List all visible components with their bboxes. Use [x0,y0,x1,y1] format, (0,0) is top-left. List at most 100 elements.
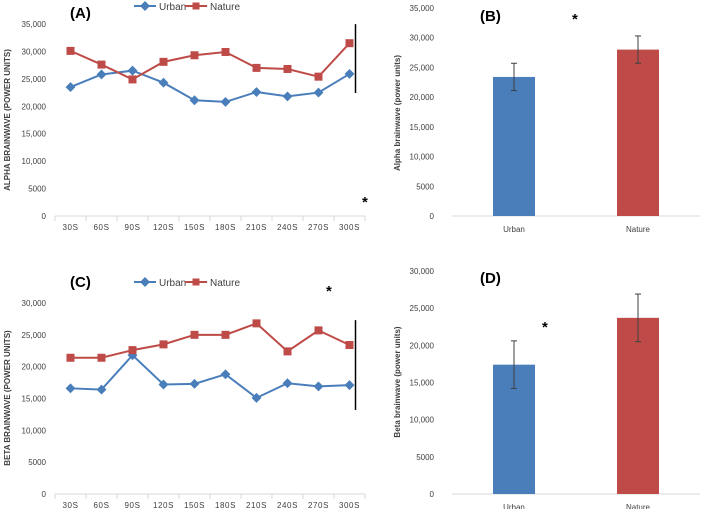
x-tick-label: 210S [246,223,267,232]
data-point-nature [97,353,106,362]
data-point-nature [283,347,292,356]
y-tick-label: 10,000 [410,416,435,425]
y-tick-label: 5000 [416,182,434,191]
panel-a-y-axis-title: ALPHA BRAINWAVE (POWER UNITS) [3,49,12,191]
panel-c-line-chart: (C) Urban Nature BETA BRAINWAVE (POWER U… [3,274,366,509]
data-point-nature [221,330,230,339]
data-point-urban [189,378,200,389]
data-point-urban [96,69,107,80]
y-tick-label: 35,000 [410,4,435,13]
y-tick-label: 20,000 [410,93,435,102]
data-point-nature [190,51,199,60]
x-tick-label: Urban [503,503,525,509]
legend-urban-label: Urban [159,2,186,13]
y-tick-label: 30,000 [410,267,435,276]
y-tick-label: 20,000 [22,363,47,372]
x-tick-label: Nature [626,225,651,234]
data-point-urban [189,95,200,106]
panel-b-y-axis-title: Alpha brainwave (power units) [393,55,402,171]
data-point-nature [314,326,323,335]
data-point-urban [220,96,231,107]
panel-a-series [65,24,357,107]
x-tick-label: 270S [308,501,329,509]
x-tick-label: Urban [503,225,525,234]
y-tick-label: 10,000 [22,426,47,435]
panel-d-bar-chart: (D) Beta brainwave (power units) 0 5000 10… [393,267,700,509]
panel-c-significance-star: * [326,283,332,300]
panel-c-x-axis: 30S 60S 90S 120S 150S 180S 210S 240S 270S 300S [54,493,366,509]
x-tick-label: 240S [277,501,298,509]
panel-c-label: (C) [70,274,91,291]
x-tick-label: 60S [93,501,109,509]
y-tick-label: 20,000 [410,341,435,350]
x-tick-label: 90S [124,223,140,232]
legend-nature-square-icon [192,278,200,286]
y-tick-label: 30,000 [410,34,435,43]
data-point-nature [66,46,75,55]
panel-c-y-ticks: 0 5000 10,000 15,000 20,000 25,000 30,000 [22,299,47,499]
series-line-urban [70,69,351,103]
data-point-nature [314,72,323,81]
data-point-nature [252,319,261,328]
panel-d-y-ticks: 0 5000 10,000 15,000 20,000 25,000 30,000 [410,267,435,499]
data-point-urban [313,381,324,392]
y-tick-label: 20,000 [22,102,47,111]
x-tick-label: 150S [184,501,205,509]
panel-b-bars [493,35,659,217]
panel-d-significance-star: * [542,319,548,336]
y-tick-label: 5000 [416,453,434,462]
data-point-nature [128,75,137,84]
data-point-nature [221,47,230,56]
x-tick-label: 90S [124,501,140,509]
y-tick-label: 0 [430,490,435,499]
panel-b-x-axis: Urban Nature [452,215,700,234]
data-point-urban [282,378,293,389]
y-tick-label: 0 [42,490,47,499]
legend-urban-label: Urban [159,278,186,289]
panel-d-label: (D) [480,270,501,287]
x-tick-label: 270S [308,223,329,232]
y-tick-label: 30,000 [22,299,47,308]
x-tick-label: 180S [215,501,236,509]
y-tick-label: 35,000 [22,20,47,29]
y-tick-label: 5000 [28,185,46,194]
data-point-urban [313,87,324,98]
y-tick-label: 15,000 [22,130,47,139]
y-tick-label: 25,000 [22,331,47,340]
data-point-nature [345,341,354,350]
data-point-nature [66,353,75,362]
panel-a-x-axis: 30S 60S 90S 120S 150S 180S 210S 240S 270S 300S [54,215,366,232]
legend-nature-square-icon [192,2,200,10]
panel-b-y-ticks: 0 5000 10,000 15,000 20,000 25,000 30,000 35,00… [410,4,435,221]
panel-b-label: (B) [480,8,501,25]
panel-a-y-ticks: 0 5000 10,000 15,000 20,000 25,000 30,000 35,00… [22,20,47,221]
data-point-urban [127,65,138,76]
data-point-nature [283,64,292,73]
series-line-nature [70,42,351,81]
panel-a-line-chart: (A) Urban Nature ALPHA BRAINWAVE (POWER … [3,1,368,232]
panel-b-bar-chart: (B) Alpha brainwave (power units) 0 5000 1… [393,4,700,234]
data-point-nature [159,340,168,349]
data-point-nature [252,63,261,72]
y-tick-label: 0 [42,212,47,221]
y-tick-label: 25,000 [410,304,435,313]
y-tick-label: 30,000 [22,47,47,56]
data-point-urban [251,392,262,403]
panel-a-label: (A) [70,5,91,22]
y-tick-label: 25,000 [410,63,435,72]
legend-urban-diamond-icon [140,277,150,287]
panel-a-legend: Urban Nature [134,1,240,13]
panel-d-bars [493,293,659,494]
bar-urban [493,76,535,217]
y-tick-label: 10,000 [410,153,435,162]
x-tick-label: 180S [215,223,236,232]
data-point-urban [251,87,262,97]
y-tick-label: 0 [430,212,435,221]
panel-d-x-axis: Urban Nature [452,493,700,509]
panel-c-y-axis-title: BETA BRAINWAVE (POWER UNITS) [3,330,12,466]
y-tick-label: 10,000 [22,157,47,166]
y-tick-label: 5000 [28,458,46,467]
data-point-nature [345,39,354,48]
bar-nature [617,49,659,216]
